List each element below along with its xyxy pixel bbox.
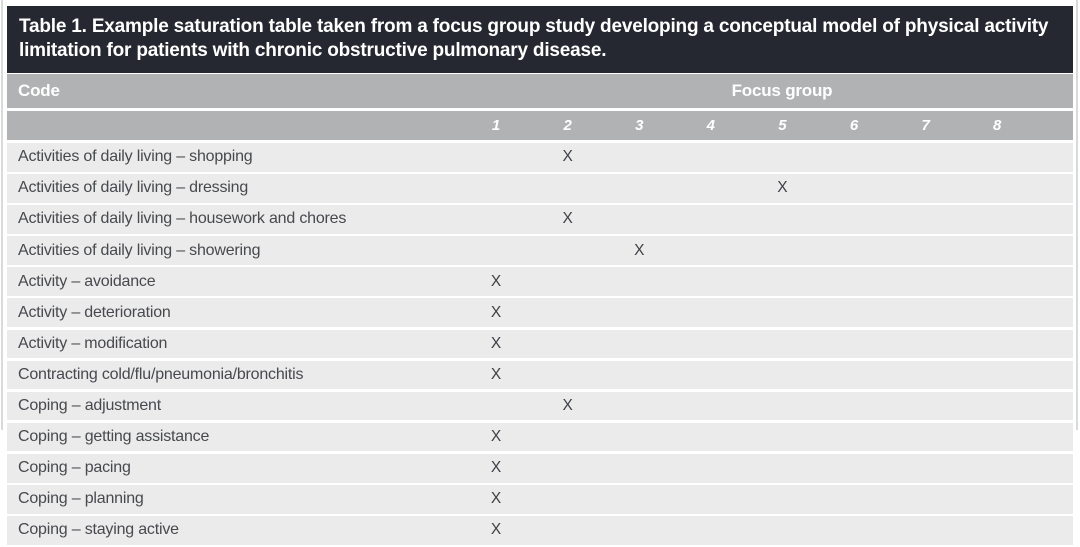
saturation-mark-cell: X [490,272,502,290]
saturation-mark-cell: X [490,521,502,539]
saturation-mark-cell: X [634,241,645,259]
focus-group-number: 6 [849,117,859,134]
row-label: Activities of daily living – shopping [18,148,253,166]
row-label: Activities of daily living – dressing [18,179,249,197]
saturation-mark-cell: X [562,210,573,228]
table-body: Activities of daily living – shopping X Ac… [7,143,1073,545]
focus-group-numbers-row: 1 2 3 4 5 6 7 8 [7,111,1073,140]
row-label: Coping – planning [18,490,144,508]
saturation-mark-cell: X [490,490,502,508]
saturation-mark-cell: X [490,303,502,321]
focus-group-number: 3 [635,117,644,134]
saturation-mark-cell: X [490,428,502,446]
saturation-mark-cell: X [490,334,502,352]
focus-group-number: 8 [993,117,1002,134]
scan-edge-left [1,0,3,430]
table-row: Activity – modification X [7,329,1073,359]
table-row: Coping – staying active X [7,516,1073,545]
saturation-mark-cell: X [490,365,502,383]
table-row: Coping – pacing X [7,453,1073,483]
table-row: Coping – planning X [7,485,1073,514]
table-title: Table 1. Example saturation table taken … [7,6,1073,73]
table-row: Coping – getting assistance X [7,422,1073,452]
row-label: Coping – staying active [18,521,179,539]
scan-edge-right [1076,0,1078,430]
table-row: Activities of daily living – housework a… [7,205,1073,234]
table-row: Activity – deterioration X [7,298,1073,328]
saturation-mark-cell: X [562,148,573,166]
row-label: Coping – getting assistance [18,428,210,446]
saturation-mark-cell: X [490,459,502,477]
row-label: Coping – pacing [18,459,131,477]
saturation-mark-cell: X [562,397,573,415]
focus-group-number: 5 [778,117,787,134]
row-label: Activity – avoidance [18,272,156,290]
row-label: Activities of daily living – housework a… [18,210,347,228]
saturation-mark-cell: X [777,179,788,197]
table-row: Activity – avoidance X [7,267,1073,296]
row-label: Activity – deterioration [18,303,171,321]
table-row: Contracting cold/flu/pneumonia/bronchiti… [7,360,1073,390]
table-header-row: Code Focus group [7,74,1073,108]
focus-group-number: 1 [491,117,501,134]
table-row: Coping – adjustment X [7,391,1073,421]
focus-group-header: Focus group [731,81,833,100]
table-row: Activities of daily living – shopping X [7,143,1073,172]
row-label: Contracting cold/flu/pneumonia/bronchiti… [18,365,304,383]
focus-group-number: 7 [921,117,930,134]
table-row: Activities of daily living – showering X [7,236,1073,265]
table-row: Activities of daily living – dressing X [7,174,1073,203]
row-label: Activity – modification [18,334,168,352]
table-1: Table 1. Example saturation table taken … [7,6,1073,547]
row-label: Coping – adjustment [18,397,161,415]
focus-group-number: 2 [563,117,572,134]
row-label: Activities of daily living – showering [18,241,261,259]
focus-group-number: 4 [706,117,715,134]
code-column-header: Code [18,81,60,100]
